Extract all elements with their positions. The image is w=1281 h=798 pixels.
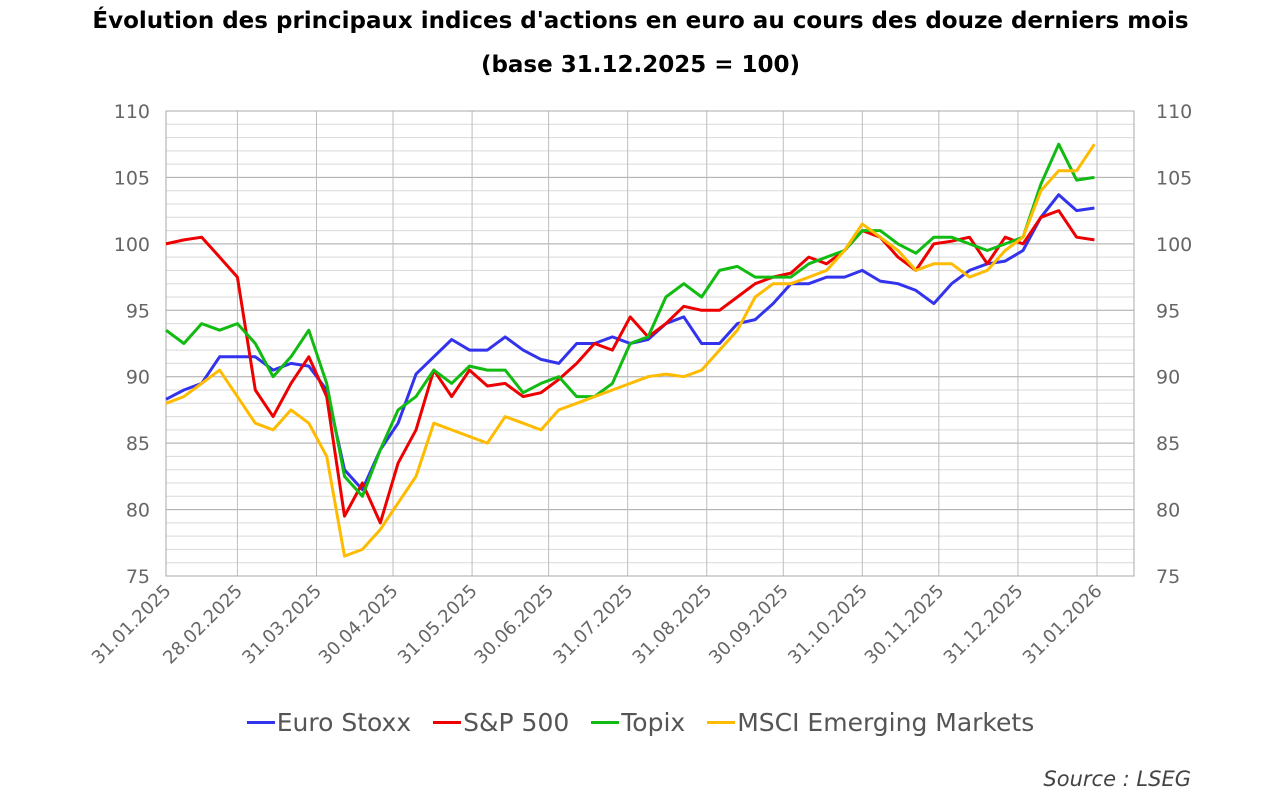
y-tick-label-right: 110: [1156, 101, 1192, 123]
y-tick-label-right: 95: [1156, 300, 1180, 322]
y-tick-label-right: 80: [1156, 500, 1180, 522]
legend-swatch: [591, 721, 620, 724]
legend-label: Topix: [621, 708, 686, 737]
series-line-s-p-500: [165, 209, 1095, 525]
legend-swatch: [707, 721, 736, 724]
legend-item-msci-em: MSCI Emerging Markets: [707, 708, 1034, 737]
legend-label: Euro Stoxx: [276, 708, 412, 737]
x-tick-label: 31.07.2025: [549, 581, 637, 669]
y-tick-label-right: 100: [1156, 234, 1192, 256]
x-tick-label: 31.05.2025: [394, 581, 482, 669]
y-tick-label-left: 80: [126, 500, 150, 522]
x-tick-label: 31.03.2025: [238, 581, 326, 669]
legend-item-sp500: S&P 500: [433, 708, 569, 737]
x-tick-label: 31.10.2025: [784, 581, 872, 669]
x-tick-label: 31.01.2026: [1019, 581, 1107, 669]
legend-swatch: [246, 721, 275, 724]
y-tick-label-left: 90: [126, 367, 150, 389]
y-tick-label-left: 85: [126, 433, 150, 455]
legend-item-topix: Topix: [591, 708, 685, 737]
chart-title: Évolution des principaux indices d'actio…: [92, 8, 1189, 34]
legend: Euro Stoxx S&P 500 Topix MSCI Emerging M…: [0, 708, 1281, 737]
series-line-msci-emerging-markets: [165, 143, 1096, 558]
series-line-topix: [165, 142, 1095, 498]
legend-swatch: [433, 721, 462, 724]
x-tick-label: 30.11.2025: [861, 581, 949, 669]
y-tick-label-left: 110: [114, 101, 150, 123]
chart-subtitle: (base 31.12.2025 = 100): [480, 52, 801, 78]
x-tick-label: 30.09.2025: [705, 581, 793, 669]
y-tick-label-left: 105: [114, 167, 150, 189]
source-note: Source : LSEG: [1043, 767, 1191, 791]
y-tick-label-right: 85: [1156, 433, 1180, 455]
x-tick-label: 31.12.2025: [940, 581, 1028, 669]
y-tick-label-left: 100: [114, 234, 150, 256]
legend-label: MSCI Emerging Markets: [737, 708, 1035, 737]
legend-item-euro-stoxx: Euro Stoxx: [246, 708, 412, 737]
plot-border: [165, 110, 1135, 577]
x-tick-label: 30.04.2025: [315, 581, 403, 669]
y-tick-label-right: 90: [1156, 367, 1180, 389]
y-tick-label-left: 75: [126, 566, 150, 588]
y-tick-label-left: 95: [126, 300, 150, 322]
y-tick-label-right: 75: [1156, 566, 1180, 588]
x-tick-label: 30.06.2025: [470, 581, 558, 669]
legend-label: S&P 500: [463, 708, 570, 737]
x-tick-label: 31.08.2025: [629, 581, 717, 669]
y-tick-label-right: 105: [1156, 167, 1192, 189]
